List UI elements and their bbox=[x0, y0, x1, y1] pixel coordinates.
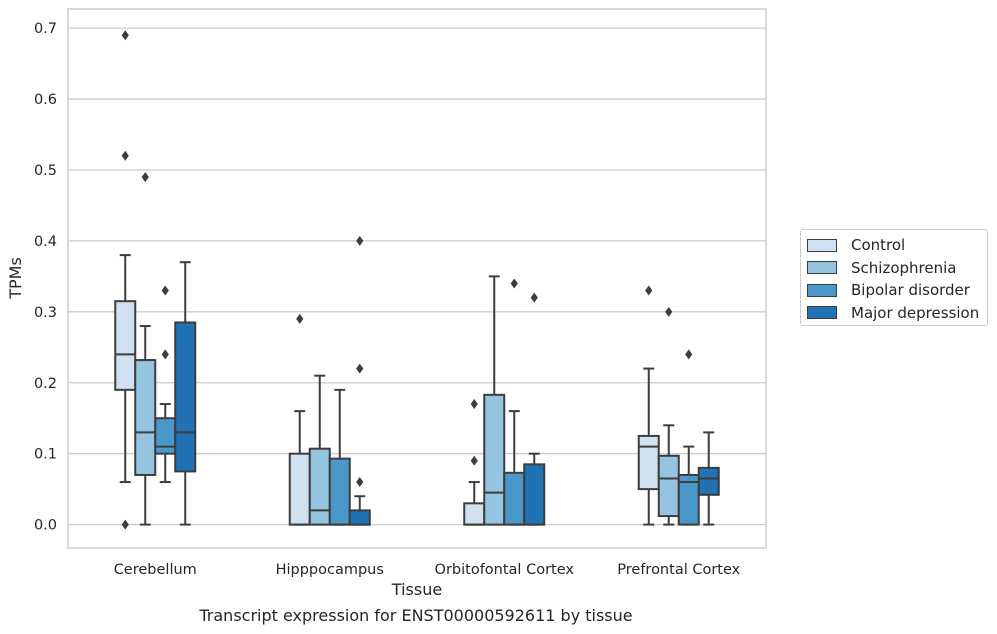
box-iqr bbox=[328, 457, 351, 526]
box-bipolar-disorder bbox=[328, 388, 351, 526]
x-axis-label: Tissue bbox=[391, 580, 442, 599]
x-tick-label: Orbitofontal Cortex bbox=[435, 562, 575, 578]
plot-frame bbox=[67, 8, 767, 549]
outlier-point bbox=[161, 285, 169, 296]
outlier-point bbox=[665, 306, 673, 317]
box-major-depression bbox=[174, 261, 197, 526]
outlier-point bbox=[530, 292, 538, 303]
outlier-point bbox=[685, 349, 693, 360]
box-iqr bbox=[523, 463, 546, 526]
legend-label: Major depression bbox=[851, 303, 980, 322]
outlier-point bbox=[121, 30, 129, 41]
y-tick-label: 0.7 bbox=[34, 21, 57, 37]
box-iqr bbox=[637, 434, 660, 491]
outlier-point bbox=[470, 399, 478, 410]
outlier-point bbox=[470, 455, 478, 466]
box-iqr bbox=[503, 471, 526, 526]
box-iqr bbox=[288, 452, 311, 526]
y-tick-labels: 0.0 0.1 0.2 0.3 0.4 0.5 0.6 0.7 bbox=[34, 21, 57, 533]
box-iqr bbox=[114, 300, 137, 391]
box-schizophrenia bbox=[483, 275, 506, 526]
box-iqr bbox=[483, 393, 506, 526]
box-iqr bbox=[657, 454, 680, 518]
box-control bbox=[637, 285, 660, 526]
y-tick-label: 0.4 bbox=[34, 234, 57, 250]
outlier-point bbox=[645, 285, 653, 296]
box-iqr bbox=[463, 502, 486, 526]
legend-swatch bbox=[807, 283, 837, 297]
box-schizophrenia bbox=[657, 306, 680, 526]
outlier-point bbox=[356, 363, 364, 374]
box-groups bbox=[114, 30, 720, 530]
x-tick-label: Prefrontal Cortex bbox=[617, 562, 740, 578]
x-tick-label: Cerebellum bbox=[114, 562, 197, 578]
y-tick-label: 0.6 bbox=[34, 92, 57, 108]
chart-caption: Transcript expression for ENST0000059261… bbox=[199, 606, 633, 625]
outlier-point bbox=[296, 313, 304, 324]
outlier-point bbox=[161, 349, 169, 360]
legend-item: Schizophrenia bbox=[807, 258, 956, 278]
box-schizophrenia bbox=[134, 172, 157, 526]
y-tick-label: 0.3 bbox=[34, 305, 57, 321]
legend-label: Schizophrenia bbox=[851, 258, 957, 277]
box-iqr bbox=[174, 321, 197, 473]
box-bipolar-disorder bbox=[503, 278, 526, 526]
y-tick-label: 0.5 bbox=[34, 163, 57, 179]
box-iqr bbox=[154, 417, 177, 455]
box-control bbox=[463, 399, 486, 526]
legend-swatch bbox=[807, 261, 837, 274]
y-tick-label: 0.1 bbox=[34, 447, 57, 463]
legend-item: Major depression bbox=[807, 303, 979, 323]
y-tick-label: 0.0 bbox=[34, 518, 57, 534]
outlier-point bbox=[121, 150, 129, 161]
outlier-point bbox=[510, 278, 518, 289]
box-control bbox=[288, 313, 311, 526]
x-tick-label: Hipppocampus bbox=[276, 562, 384, 578]
outlier-point bbox=[356, 235, 364, 246]
box-iqr bbox=[697, 466, 720, 496]
box-iqr bbox=[308, 447, 331, 526]
box-schizophrenia bbox=[308, 374, 331, 526]
outlier-point bbox=[141, 172, 149, 183]
box-major-depression bbox=[523, 292, 546, 526]
legend-item: Control bbox=[807, 235, 905, 255]
y-axis-label: TPMs bbox=[6, 257, 25, 300]
legend-item: Bipolar disorder bbox=[807, 280, 970, 300]
legend: Control Schizophrenia Bipolar disorder Majo… bbox=[800, 229, 988, 326]
box-bipolar-disorder bbox=[677, 349, 700, 526]
box-bipolar-disorder bbox=[154, 285, 177, 484]
legend-swatch bbox=[807, 306, 837, 319]
outlier-point bbox=[356, 477, 364, 488]
box-major-depression bbox=[348, 235, 371, 526]
y-tick-label: 0.2 bbox=[34, 376, 57, 392]
legend-label: Control bbox=[851, 236, 906, 254]
box-iqr bbox=[677, 473, 700, 526]
x-tick-labels: Cerebellum Hipppocampus Orbitofontal Corte… bbox=[114, 562, 741, 578]
outlier-point bbox=[121, 519, 129, 530]
box-control bbox=[114, 30, 137, 530]
box-iqr bbox=[348, 509, 371, 526]
box-iqr bbox=[134, 359, 157, 476]
legend-label: Bipolar disorder bbox=[851, 281, 970, 299]
box-major-depression bbox=[697, 431, 720, 526]
legend-swatch bbox=[807, 238, 837, 252]
